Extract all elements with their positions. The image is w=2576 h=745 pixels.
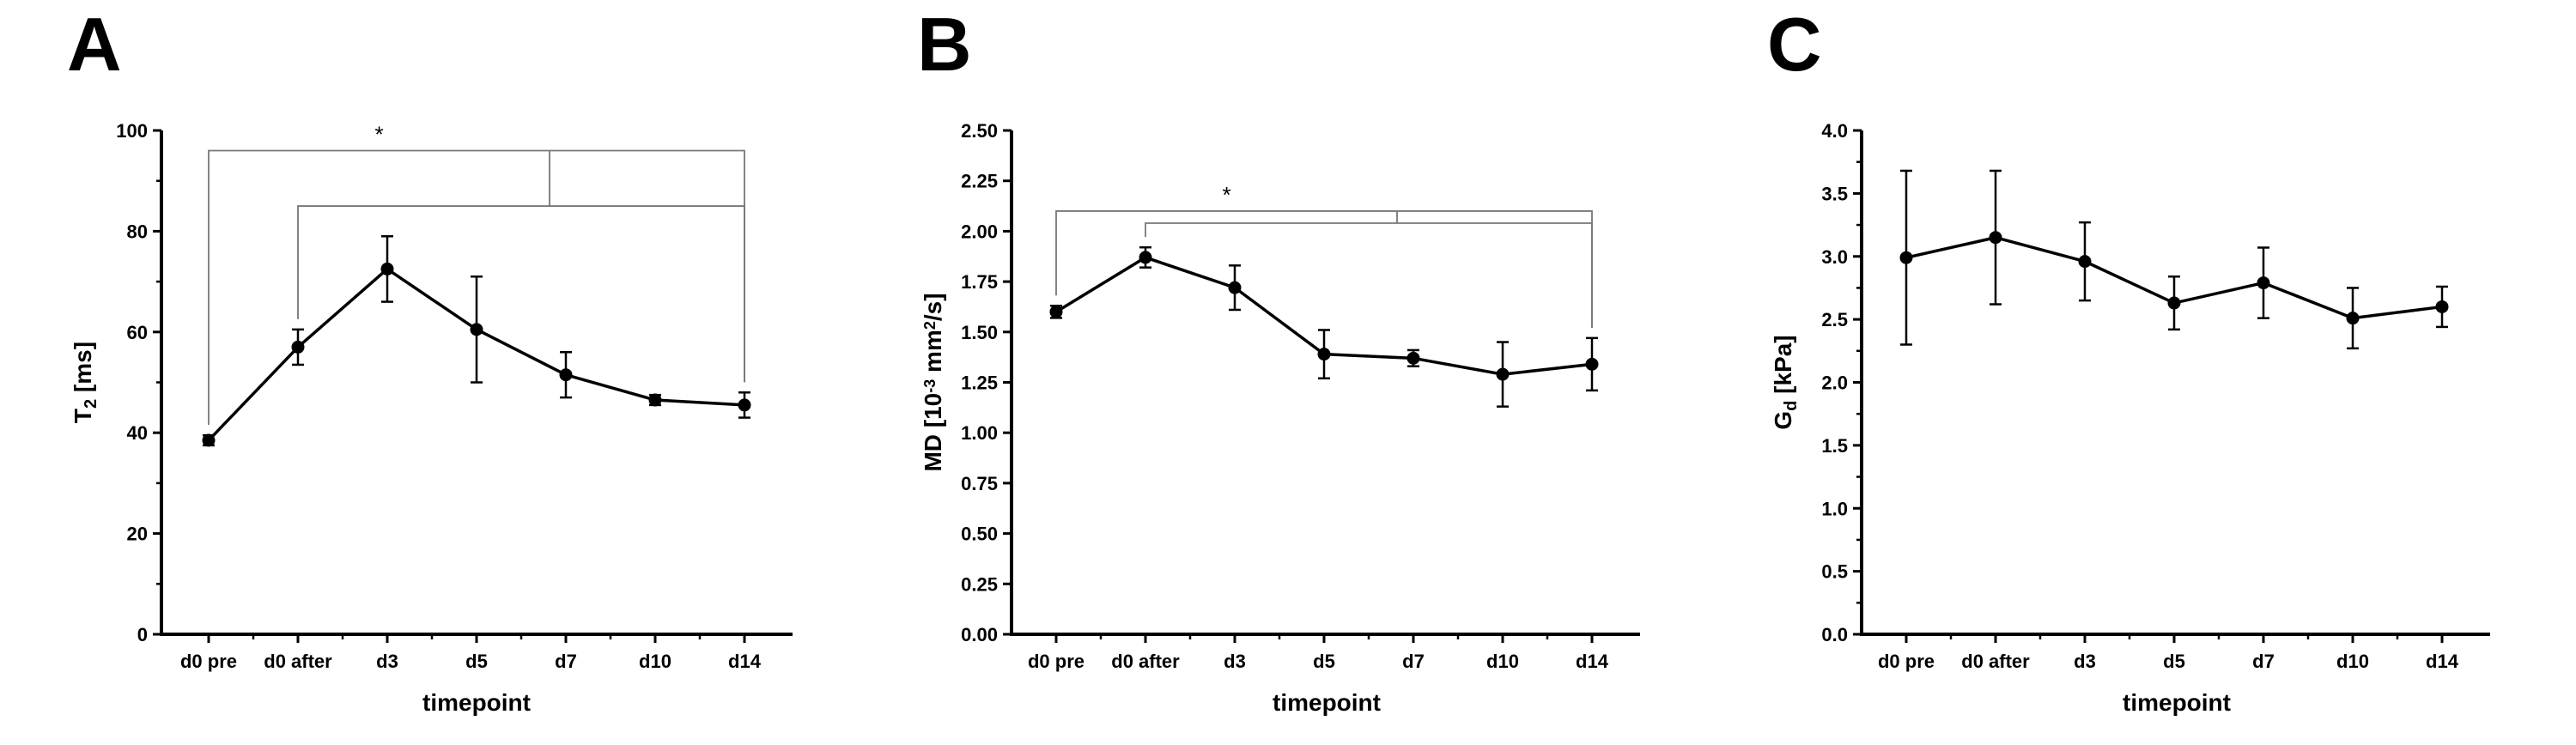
x-tick-label: d14 (2426, 651, 2459, 672)
y-tick-label: 1.0 (1821, 498, 1848, 519)
y-tick-label: 60 (127, 322, 148, 343)
data-point (470, 323, 483, 336)
y-tick-label: 0.50 (961, 524, 998, 545)
y-tick-label: 0.5 (1821, 561, 1848, 583)
y-tick-label: 0.00 (961, 624, 998, 645)
x-tick-label: d14 (1576, 651, 1609, 672)
significance-star: * (1222, 182, 1230, 208)
x-tick-label: d5 (1313, 651, 1335, 672)
data-point (380, 262, 394, 276)
y-tick-label: 2.50 (961, 120, 998, 142)
x-tick-label: d7 (2252, 651, 2275, 672)
x-axis-title: timepoint (1273, 689, 1381, 716)
y-axis-title-part: G (1770, 411, 1796, 430)
x-tick-label: d0 after (1111, 651, 1180, 672)
x-tick-label: d7 (555, 651, 577, 672)
data-point (559, 368, 573, 382)
x-tick-label: d10 (639, 651, 671, 672)
y-tick-label: 2.00 (961, 221, 998, 242)
x-tick-label: d14 (728, 651, 762, 672)
x-tick-label: d3 (1224, 651, 1246, 672)
x-tick-label: d3 (376, 651, 398, 672)
data-point (1585, 357, 1599, 371)
data-point (2078, 255, 2092, 269)
data-point (202, 433, 216, 447)
data-point (2167, 296, 2181, 310)
y-tick-label: 3.0 (1821, 246, 1848, 268)
y-axis-title-part: mm (920, 330, 946, 379)
y-tick-label: 2.5 (1821, 309, 1848, 330)
x-tick-label: d0 pre (180, 651, 237, 672)
significance-bracket (1145, 222, 1593, 328)
y-tick-label: 2.0 (1821, 372, 1848, 394)
data-point (1989, 231, 2002, 245)
y-tick-label: 40 (127, 422, 148, 444)
panel-letter: B (917, 2, 972, 87)
y-axis-title-part: /s] (920, 293, 946, 321)
x-tick-label: d0 pre (1878, 651, 1935, 672)
y-axis-title-part: [kPa] (1770, 335, 1796, 400)
y-axis-title-part: T (70, 409, 96, 423)
y-tick-label: 0 (137, 624, 148, 645)
x-axis-title: timepoint (2123, 689, 2231, 716)
panel-a: A 0 20 40 60 80 100 d0 pre d0 after d3 d5 d7 d10 d14 t… (67, 2, 793, 716)
data-point (1317, 348, 1331, 361)
data-point (738, 398, 751, 412)
y-tick-label: 20 (127, 524, 148, 545)
x-axis-title: timepoint (422, 689, 531, 716)
data-point (291, 340, 305, 354)
significance-bracket (1055, 210, 1593, 328)
y-tick-label: 1.00 (961, 422, 998, 444)
data-point (1139, 251, 1152, 264)
y-tick-label: 80 (127, 221, 148, 242)
y-axis-title-part: 2 (82, 399, 100, 409)
y-tick-label: 2.25 (961, 171, 998, 192)
data-point (2435, 300, 2449, 313)
data-point (1899, 251, 1913, 264)
x-tick-label: d7 (1402, 651, 1425, 672)
panel-letter: C (1767, 2, 1822, 87)
x-tick-label: d10 (1486, 651, 1519, 672)
y-axis-title-part: 2 (921, 321, 939, 330)
data-point (1406, 351, 1420, 365)
y-axis-title: MD [10-3 mm2/s] (920, 293, 946, 471)
y-tick-label: 0.0 (1821, 624, 1848, 645)
y-tick-label: 1.5 (1821, 435, 1848, 457)
data-point (2257, 276, 2270, 290)
y-tick-label: 100 (116, 120, 148, 142)
y-tick-label: 1.25 (961, 372, 998, 394)
y-tick-label: 0.25 (961, 573, 998, 595)
panel-letter: A (67, 2, 122, 87)
y-axis-title: T2 [ms] (70, 342, 100, 423)
x-tick-label: d0 pre (1028, 651, 1084, 672)
panel-b: B 0.00 0.25 0.50 0.75 1.00 1.25 1.50 1.75 2.00 2.2… (917, 2, 1640, 716)
x-tick-label: d10 (2336, 651, 2369, 672)
y-axis-title-part: -3 (921, 379, 939, 393)
y-tick-label: 1.50 (961, 322, 998, 343)
x-tick-label: d0 after (1961, 651, 2030, 672)
x-tick-label: d5 (465, 651, 488, 672)
significance-bracket (297, 205, 745, 383)
significance-star: * (374, 121, 383, 147)
y-tick-label: 4.0 (1821, 120, 1848, 142)
y-axis-title-part: [ms] (70, 342, 96, 399)
data-point (1496, 367, 1510, 381)
y-axis-title: Gd [kPa] (1770, 335, 1801, 429)
data-point (1228, 281, 1242, 294)
x-tick-label: d5 (2163, 651, 2185, 672)
data-point (648, 393, 662, 407)
data-point (1049, 305, 1063, 318)
data-point (2346, 312, 2360, 325)
panel-c: C 0.0 0.5 1.0 1.5 2.0 2.5 3.0 3.5 4.0 d0 pre d0 aft… (1767, 2, 2490, 716)
y-tick-label: 3.5 (1821, 183, 1848, 204)
x-tick-label: d3 (2074, 651, 2096, 672)
y-axis-title-part: MD [10 (920, 393, 946, 472)
x-tick-label: d0 after (264, 651, 332, 672)
y-tick-label: 0.75 (961, 473, 998, 494)
y-axis-title-part: d (1782, 401, 1801, 411)
y-tick-label: 1.75 (961, 271, 998, 293)
